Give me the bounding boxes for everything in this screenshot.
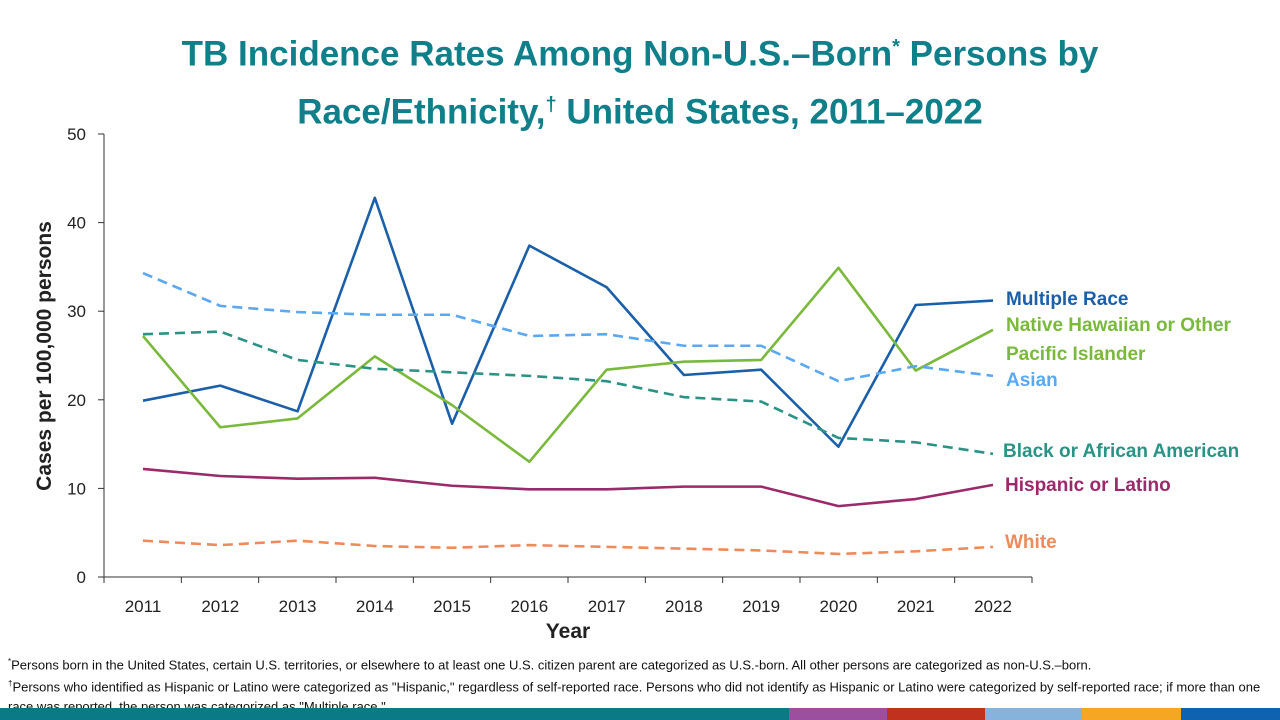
footnotes: *Persons born in the United States, cert… [8, 652, 1268, 716]
x-tick-label: 2015 [433, 597, 471, 616]
footnote-mark: † [8, 679, 13, 689]
series-label: Native Hawaiian or Other [1006, 315, 1232, 336]
series-line-multiple-race [142, 196, 994, 449]
chart-title: TB Incidence Rates Among Non-U.S.–Born* … [0, 22, 1280, 137]
title-star: * [892, 36, 900, 58]
x-tick-label: 2020 [820, 597, 858, 616]
x-tick-label: 2011 [125, 597, 162, 616]
footer-bar-segment [0, 708, 789, 720]
series-label: Hispanic or Latino [1005, 475, 1171, 496]
x-tick-label: 2012 [201, 597, 239, 616]
y-tick-label: 50 [67, 125, 86, 144]
series-line-white [142, 539, 994, 556]
series-label: Multiple Race [1006, 289, 1128, 310]
x-tick-label: 2013 [279, 597, 317, 616]
y-tick-label: 40 [67, 214, 86, 233]
x-tick-label: 2017 [588, 597, 626, 616]
footer-bar-segment [887, 708, 985, 720]
x-tick-label: 2018 [665, 597, 703, 616]
y-tick-label: 30 [67, 302, 86, 321]
series-line-hispanic-or-latino [142, 467, 994, 508]
x-tick-label: 2021 [897, 597, 935, 616]
y-tick-label: 10 [67, 479, 86, 498]
footnote-born: Persons born in the United States, certa… [11, 657, 1092, 673]
x-tick-label: 2016 [510, 597, 548, 616]
x-tick-label: 2019 [742, 597, 780, 616]
x-tick-label: 2022 [974, 597, 1012, 616]
series-line-black-or-african-american [142, 330, 994, 456]
x-tick-label: 2014 [356, 597, 394, 616]
title-dagger: † [545, 93, 557, 116]
footer-bar-segment [1181, 708, 1280, 720]
series-label: Pacific Islander [1006, 344, 1146, 365]
footer-bar-segment [789, 708, 887, 720]
footer-bar-segment [985, 708, 1082, 720]
title-part: United States, 2011–2022 [556, 92, 983, 132]
footer-color-bar [0, 708, 1280, 720]
title-part: TB Incidence Rates Among Non-U.S.–Born [181, 34, 893, 74]
y-axis-title: Cases per 100,000 persons [33, 221, 56, 491]
footnote-mark: * [8, 657, 12, 666]
series-label: Black or African American [1003, 441, 1239, 462]
series-line-asian [142, 271, 994, 383]
footer-bar-segment [1082, 708, 1181, 720]
series-label: Asian [1006, 370, 1058, 391]
x-axis-title: Year [546, 620, 590, 643]
series-label: White [1005, 532, 1057, 553]
series-line-native-hawaiian-or-other-pacific-islander [142, 266, 994, 464]
y-tick-label: 0 [77, 568, 86, 587]
y-tick-label: 20 [67, 391, 86, 410]
title-part: Race/Ethnicity, [297, 92, 546, 132]
title-part: Persons by [899, 34, 1099, 74]
